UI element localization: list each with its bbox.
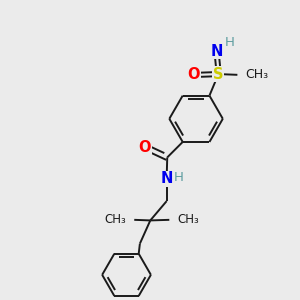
Text: N: N <box>211 44 223 59</box>
Text: N: N <box>160 171 173 186</box>
Text: CH₃: CH₃ <box>105 213 127 226</box>
Text: S: S <box>213 67 224 82</box>
Text: O: O <box>188 67 200 82</box>
Text: H: H <box>224 36 234 49</box>
Text: CH₃: CH₃ <box>177 213 199 226</box>
Text: H: H <box>174 171 184 184</box>
Text: CH₃: CH₃ <box>246 68 269 81</box>
Text: O: O <box>139 140 151 154</box>
